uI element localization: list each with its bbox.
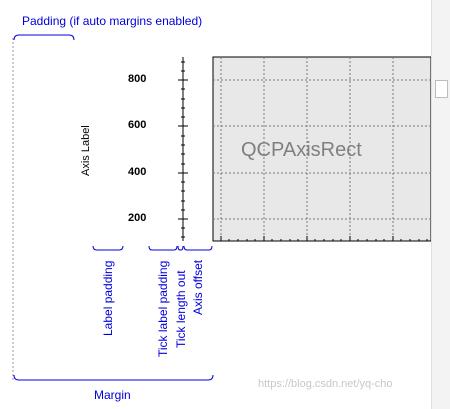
scrollbar-thumb[interactable] [435,80,448,98]
grid-lines [213,57,431,241]
label-padding-bracket [92,245,124,251]
tick-length-bracket [177,245,184,251]
tick-label-800: 800 [128,73,147,85]
tick-length-out-label: Tick length out [174,270,188,348]
tick-label-padding-label: Tick label padding [156,260,170,357]
tick-label-600: 600 [128,119,147,131]
vertical-scrollbar[interactable] [431,0,450,409]
watermark-text: https://blog.csdn.net/yq-cho [258,378,393,390]
axis-offset-bracket [183,245,213,251]
tick-label-200: 200 [128,212,147,224]
axis-rect [212,56,432,242]
tick-label-400: 400 [128,166,147,178]
axis-rect-label: QCPAxisRect [241,139,362,161]
left-axis-minor-ticks [181,61,185,238]
axis-label: Axis Label [80,125,92,176]
tick-label-padding-bracket [148,245,178,251]
axis-offset-label: Axis offset [191,259,205,315]
margin-label: Margin [94,388,131,402]
label-padding-label: Label padding [101,260,115,336]
left-axis-major-ticks [178,79,188,220]
margin-bracket [13,374,214,381]
padding-label: Padding (if auto margins enabled) [22,14,203,28]
padding-bracket [13,34,75,41]
bottom-axis-ticks [220,236,428,241]
